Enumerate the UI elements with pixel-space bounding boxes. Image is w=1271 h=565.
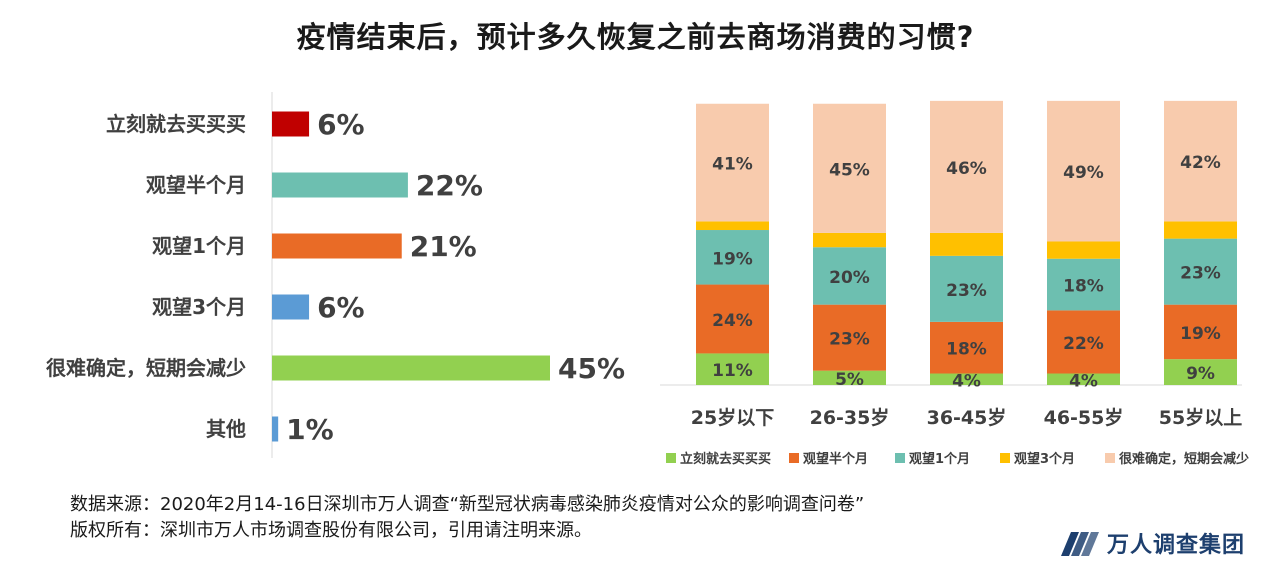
brand-logo: 万人调查集团 <box>1057 527 1245 559</box>
stack-segment <box>813 103 886 233</box>
stack-segment <box>930 373 1003 385</box>
x-tick-label: 55岁以上 <box>1159 406 1242 429</box>
segment-label: 49% <box>1063 163 1104 183</box>
stack-segment <box>930 255 1003 322</box>
bar <box>272 294 310 320</box>
bar <box>272 111 310 137</box>
stack-segment <box>930 321 1003 374</box>
bar <box>272 233 402 259</box>
data-label: 45% <box>558 352 625 385</box>
data-label: 22% <box>416 169 483 202</box>
segment-label: 18% <box>946 340 987 360</box>
segment-label: 5% <box>835 370 864 390</box>
x-tick-label: 25岁以下 <box>691 406 774 429</box>
stack-segment <box>1047 258 1120 311</box>
bar <box>272 416 279 442</box>
bar <box>272 355 550 381</box>
stack-segment <box>1047 241 1120 259</box>
legend-swatch <box>789 453 799 463</box>
data-label: 6% <box>317 291 365 324</box>
legend-swatch <box>1000 453 1010 463</box>
category-label: 观望1个月 <box>152 234 246 258</box>
stacked-bar-chart: 11% 24% 19% 41% 25岁以下 5% 23% 20% 45% 26-35岁 4% 18% 2… <box>660 100 1249 467</box>
segment-label: 41% <box>712 155 753 175</box>
segment-label: 24% <box>712 311 753 331</box>
stack-segment <box>1047 310 1120 374</box>
segment-label: 19% <box>712 249 753 269</box>
stack-segment <box>1047 100 1120 242</box>
legend-label: 观望半个月 <box>803 451 868 467</box>
data-label: 21% <box>410 230 477 263</box>
segment-label: 45% <box>829 160 870 180</box>
stack-segment <box>696 230 769 285</box>
legend-swatch <box>666 453 676 463</box>
stack-segment <box>930 232 1003 256</box>
logo-text: 万人调查集团 <box>1107 533 1246 558</box>
stack-segment <box>1164 221 1237 239</box>
stack-segment <box>1164 304 1237 360</box>
legend-label: 观望3个月 <box>1014 451 1075 467</box>
segment-label: 23% <box>946 281 987 301</box>
segment-label: 19% <box>1180 324 1221 344</box>
bar <box>272 172 408 198</box>
copyright-note: 版权所有：深圳市万人市场调查股份有限公司，引用请注明来源。 <box>70 520 592 541</box>
category-label: 观望半个月 <box>146 173 246 197</box>
category-label: 观望3个月 <box>152 295 246 319</box>
stack-segment <box>813 370 886 385</box>
legend-swatch <box>895 453 905 463</box>
segment-label: 18% <box>1063 277 1104 297</box>
category-label: 立刻就去买买买 <box>106 112 246 136</box>
horizontal-bar-chart: 立刻就去买买买 6% 观望半个月 22% 观望1个月 21% 观望3个月 6% 很难确定，短期会… <box>46 92 625 458</box>
legend-label: 立刻就去买买买 <box>680 451 771 467</box>
stack-segment <box>1164 100 1237 222</box>
segment-label: 42% <box>1180 153 1221 173</box>
stack-segment <box>696 103 769 222</box>
category-label: 很难确定，短期会减少 <box>46 356 246 380</box>
legend-label: 很难确定，短期会减少 <box>1119 451 1249 467</box>
segment-label: 23% <box>829 330 870 350</box>
stack-segment <box>696 284 769 354</box>
x-tick-label: 46-55岁 <box>1044 406 1124 429</box>
data-source-note: 数据来源：2020年2月14-16日深圳市万人调查“新型冠状病毒感染肺炎疫情对公… <box>70 494 865 515</box>
data-label: 6% <box>317 108 365 141</box>
chart-title: 疫情结束后，预计多久恢复之前去商场消费的习惯? <box>296 20 975 54</box>
stack-segment <box>813 247 886 305</box>
segment-label: 23% <box>1180 264 1221 284</box>
stack-segment <box>930 100 1003 233</box>
stack-segment <box>813 304 886 371</box>
segment-label: 11% <box>712 361 753 381</box>
legend-label: 观望1个月 <box>909 451 970 467</box>
segment-label: 20% <box>829 268 870 288</box>
wanren-logo-icon <box>1061 532 1099 556</box>
stack-segment <box>696 353 769 385</box>
segment-label: 9% <box>1186 364 1215 384</box>
segment-label: 4% <box>1069 371 1098 391</box>
x-tick-label: 26-35岁 <box>810 406 890 429</box>
stack-segment <box>696 221 769 231</box>
segment-label: 46% <box>946 159 987 179</box>
segment-label: 22% <box>1063 334 1104 354</box>
stack-segment <box>1164 359 1237 385</box>
stack-segment <box>1164 238 1237 305</box>
category-label: 其他 <box>206 417 246 441</box>
x-tick-label: 36-45岁 <box>927 406 1007 429</box>
data-label: 1% <box>286 413 334 446</box>
stack-segment <box>1047 373 1120 385</box>
legend-swatch <box>1105 453 1115 463</box>
stack-segment <box>813 232 886 248</box>
segment-label: 4% <box>952 371 981 391</box>
